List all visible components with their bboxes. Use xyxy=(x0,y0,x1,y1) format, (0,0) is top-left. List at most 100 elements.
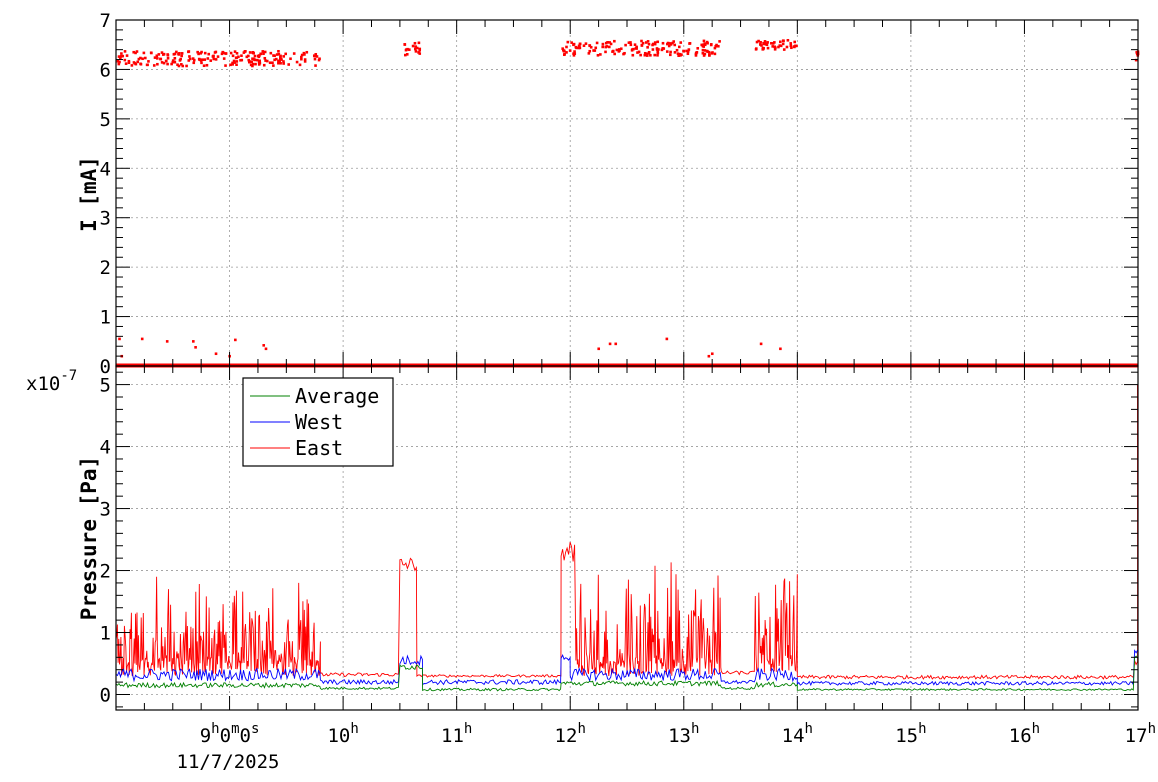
current-point xyxy=(657,48,660,51)
current-point xyxy=(214,352,218,356)
pressure-y-ticks: 0 1 2 3 4 5 xyxy=(100,371,1138,708)
current-point xyxy=(289,57,292,61)
current-point xyxy=(305,50,309,54)
current-point xyxy=(676,52,680,55)
current-point xyxy=(264,347,268,351)
current-point xyxy=(786,38,790,42)
current-point xyxy=(191,57,195,60)
current-point xyxy=(298,63,302,67)
current-point xyxy=(707,50,711,54)
current-point xyxy=(608,41,611,44)
legend-label-average: Average xyxy=(295,384,379,408)
current-point xyxy=(687,48,691,51)
current-grid xyxy=(116,20,1138,366)
current-point xyxy=(240,54,243,57)
current-point xyxy=(185,64,188,68)
current-point xyxy=(1134,58,1138,62)
current-point xyxy=(196,50,199,54)
pressure-panel: 0 1 2 3 4 5 Pressure [Pa] x10-7 AverageWestEa… xyxy=(26,365,1139,711)
pressure-y-multiplier: x10-7 xyxy=(26,368,77,395)
current-point xyxy=(313,57,317,61)
current-point xyxy=(192,58,196,62)
current-point xyxy=(300,57,303,61)
current-point xyxy=(773,41,776,44)
current-point xyxy=(415,46,419,50)
current-point xyxy=(584,42,588,45)
current-point xyxy=(669,50,672,54)
current-point xyxy=(761,47,765,51)
current-point xyxy=(572,43,575,47)
current-point xyxy=(789,42,793,45)
current-point xyxy=(718,40,721,43)
current-panel: 0 1 2 3 4 5 6 7 I [mA] xyxy=(77,10,1140,378)
current-point xyxy=(649,54,652,57)
current-point xyxy=(300,55,303,59)
current-point xyxy=(224,64,227,67)
time-tick-label: 9h0m0s xyxy=(200,721,260,747)
current-point xyxy=(417,51,420,54)
current-point xyxy=(662,47,666,50)
current-point xyxy=(243,50,247,53)
time-axis-date: 11/7/2025 xyxy=(177,751,280,773)
current-point xyxy=(200,61,203,65)
current-point xyxy=(245,55,249,59)
legend-label-east: East xyxy=(295,436,343,460)
current-point xyxy=(314,53,318,56)
current-point xyxy=(118,337,121,341)
current-point xyxy=(187,59,191,62)
current-point xyxy=(404,48,408,52)
current-point xyxy=(250,60,254,64)
current-point xyxy=(611,50,614,53)
current-point xyxy=(765,43,769,47)
current-point xyxy=(613,39,616,43)
current-point xyxy=(170,62,173,66)
current-point xyxy=(619,47,623,51)
current-point xyxy=(685,49,688,53)
current-point xyxy=(303,60,307,63)
current-point xyxy=(221,50,225,54)
current-point xyxy=(568,49,572,52)
current-point xyxy=(778,44,782,47)
current-point xyxy=(404,53,407,57)
current-point xyxy=(573,50,576,53)
current-point xyxy=(314,64,317,67)
current-y-tick-label: 7 xyxy=(100,10,111,32)
current-point xyxy=(577,46,581,50)
current-point xyxy=(703,49,707,52)
current-point xyxy=(777,45,780,49)
current-point xyxy=(121,54,125,58)
current-point xyxy=(214,58,218,61)
current-point xyxy=(754,48,758,51)
current-point xyxy=(1135,51,1139,54)
current-point xyxy=(262,63,266,67)
current-point xyxy=(235,56,239,59)
current-point xyxy=(682,50,686,53)
current-point xyxy=(188,57,192,61)
pressure-line-east xyxy=(115,384,1139,680)
current-point xyxy=(418,47,422,51)
current-point xyxy=(134,51,137,55)
current-point xyxy=(207,52,211,56)
current-point xyxy=(145,63,149,67)
current-point xyxy=(268,61,272,65)
current-point xyxy=(572,54,576,57)
current-point xyxy=(686,50,690,53)
current-point xyxy=(272,64,275,67)
current-point xyxy=(265,59,269,63)
current-point xyxy=(287,63,291,66)
current-point xyxy=(203,58,207,61)
current-point xyxy=(117,55,121,58)
current-point xyxy=(640,44,644,47)
current-point xyxy=(604,45,608,49)
current-point xyxy=(418,49,421,52)
current-point xyxy=(279,56,282,59)
current-point xyxy=(771,45,775,48)
current-point xyxy=(271,61,274,65)
current-point xyxy=(202,64,206,68)
current-point xyxy=(194,346,197,349)
current-point xyxy=(623,51,626,55)
current-point xyxy=(263,50,267,54)
current-point xyxy=(203,51,207,55)
current-point xyxy=(253,54,257,58)
current-point xyxy=(694,54,698,57)
